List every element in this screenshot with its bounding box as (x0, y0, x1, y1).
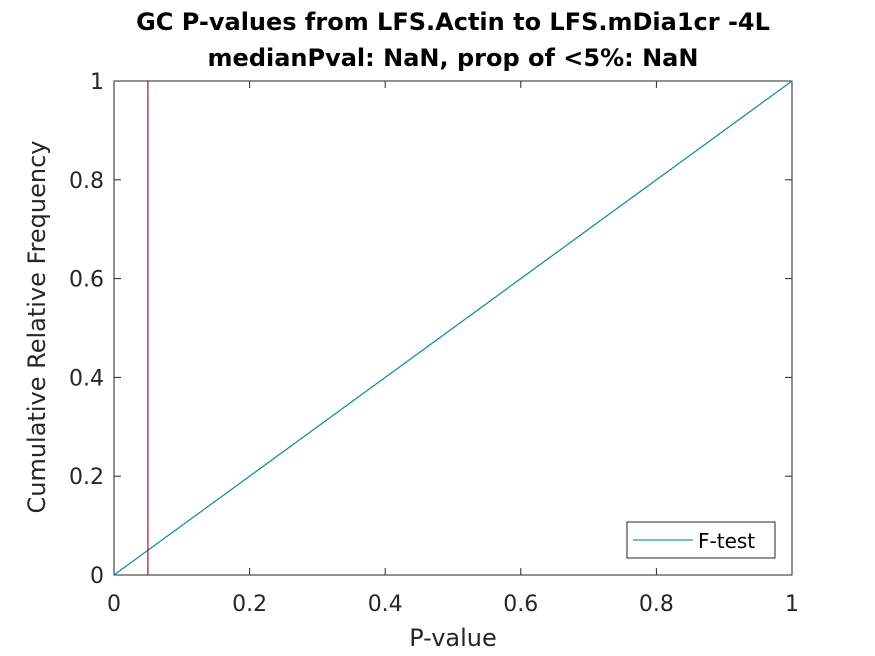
x-tick-label: 0 (107, 592, 121, 617)
plot-area: 0 0.2 0.4 0.6 0.8 1 0 0.2 0.4 0.6 0.8 1 (69, 70, 799, 617)
chart-subtitle: medianPval: NaN, prop of <5%: NaN (208, 44, 699, 72)
x-tick-label: 0.2 (232, 592, 267, 617)
x-axis-label: P-value (409, 624, 497, 652)
y-tick-label: 0.2 (69, 465, 104, 490)
x-tick-label: 1 (785, 592, 799, 617)
series-layer (113, 80, 793, 576)
series-line-reference (113, 80, 793, 576)
y-axis-label: Cumulative Relative Frequency (23, 140, 51, 513)
chart-title: GC P-values from LFS.Actin to LFS.mDia1c… (136, 8, 770, 36)
y-axis-ticks: 0 0.2 0.4 0.6 0.8 1 (69, 70, 792, 589)
x-axis-ticks: 0 0.2 0.4 0.6 0.8 1 (107, 81, 799, 617)
y-tick-label: 1 (90, 70, 104, 95)
y-tick-label: 0.6 (69, 268, 104, 293)
y-tick-label: 0.8 (69, 169, 104, 194)
legend: F-test (626, 521, 776, 559)
y-tick-label: 0 (90, 564, 104, 589)
legend-label-f-test: F-test (698, 529, 755, 553)
x-tick-label: 0.4 (368, 592, 403, 617)
y-tick-label: 0.4 (69, 366, 104, 391)
x-tick-label: 0.8 (639, 592, 674, 617)
x-tick-label: 0.6 (503, 592, 538, 617)
